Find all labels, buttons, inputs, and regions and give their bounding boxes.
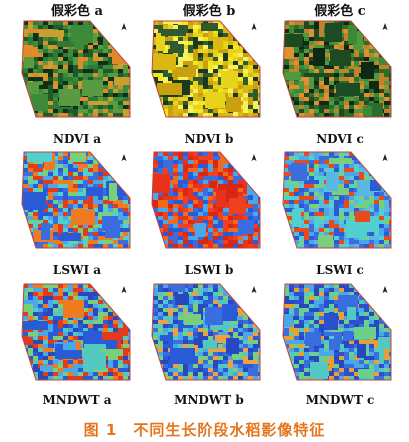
north-arrow-icon xyxy=(121,154,127,161)
north-arrow-icon xyxy=(121,286,127,293)
map-panel xyxy=(148,17,266,121)
figure-caption: 图 1 不同生长阶段水稻影像特征 xyxy=(83,421,326,439)
panel-label-ndvi-a: NDVI a xyxy=(52,132,102,146)
map-panel xyxy=(18,17,136,121)
north-arrow-icon xyxy=(251,286,257,293)
north-arrow-icon xyxy=(251,23,257,30)
north-arrow-icon xyxy=(121,23,127,30)
north-arrow-icon xyxy=(382,154,388,161)
panel-label-mndwt-a: MNDWT a xyxy=(42,393,112,407)
map-panel xyxy=(279,17,397,121)
panel-label-ndvi-b: NDVI b xyxy=(184,132,234,146)
map-panel xyxy=(148,280,266,384)
panel-label-falsecolor-a: 假彩色 a xyxy=(51,4,103,19)
map-image xyxy=(282,20,392,118)
map-image xyxy=(21,283,131,381)
panel-label-lswi-c: LSWI c xyxy=(316,263,364,277)
map-image xyxy=(21,20,131,118)
map-image xyxy=(151,283,261,381)
map-panel xyxy=(148,148,266,252)
north-arrow-icon xyxy=(251,154,257,161)
north-arrow-icon xyxy=(382,286,388,293)
map-image xyxy=(151,151,261,249)
panel-label-mndwt-b: MNDWT b xyxy=(174,393,244,407)
panel-label-falsecolor-b: 假彩色 b xyxy=(182,4,236,19)
panel-label-ndvi-c: NDVI c xyxy=(316,132,364,146)
map-image xyxy=(282,151,392,249)
panel-label-mndwt-c: MNDWT c xyxy=(305,393,375,407)
panel-label-lswi-a: LSWI a xyxy=(52,263,102,277)
map-panel xyxy=(279,148,397,252)
north-arrow-icon xyxy=(382,23,388,30)
map-panel xyxy=(279,280,397,384)
map-image xyxy=(21,151,131,249)
map-image xyxy=(282,283,392,381)
map-panel xyxy=(18,148,136,252)
map-panel xyxy=(18,280,136,384)
panel-label-lswi-b: LSWI b xyxy=(184,263,234,277)
map-image xyxy=(151,20,261,118)
panel-label-falsecolor-c: 假彩色 c xyxy=(314,4,366,19)
